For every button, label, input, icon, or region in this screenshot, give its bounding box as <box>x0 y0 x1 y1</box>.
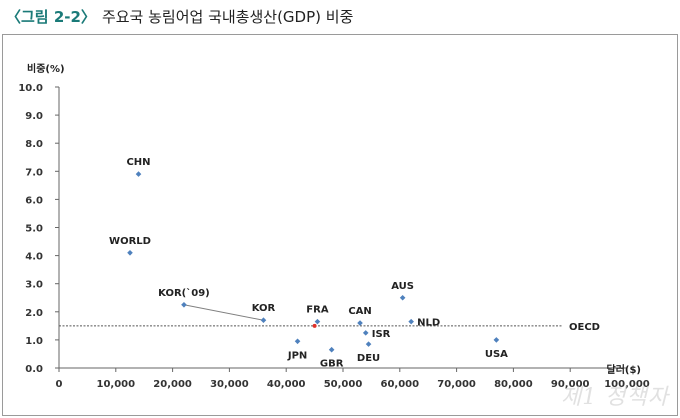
point-label: CHN <box>126 157 150 168</box>
point-label: ISR <box>372 329 391 340</box>
y-axis-title: 비중(%) <box>27 62 65 75</box>
oecd-reference-label: OECD <box>569 322 600 333</box>
x-axis-title: 달러($) <box>607 363 642 376</box>
x-tick-label: 10,000 <box>97 379 136 390</box>
y-tick-label: 3.0 <box>25 280 43 291</box>
point-label: WORLD <box>109 236 151 247</box>
point-label: DEU <box>357 353 380 364</box>
watermark-logo: 제1 정책자 <box>561 385 669 410</box>
y-tick-label: 8.0 <box>25 139 43 150</box>
chart-frame: 0.0 1.0 2.0 3.0 4.0 5.0 6.0 7.0 8.0 9.0 10.0 0 10,00… <box>2 34 678 416</box>
scatter-point <box>314 318 321 325</box>
scatter-point <box>362 330 369 336</box>
scatter-point <box>365 341 372 347</box>
y-tick-label: 2.0 <box>25 308 43 319</box>
scatter-point <box>127 249 133 256</box>
point-label: KOR <box>252 303 276 314</box>
y-tick-label: 1.0 <box>25 336 43 347</box>
point-label: AUS <box>391 281 414 292</box>
figure-title: 〈그림 2-2〉 주요국 농림어업 국내총생산(GDP) 비중 <box>6 4 353 28</box>
y-tick-label: 6.0 <box>25 195 43 206</box>
scatter-point <box>357 320 363 326</box>
point-label: GBR <box>320 359 344 370</box>
x-tick-label: 20,000 <box>153 379 192 390</box>
x-tick-label: 60,000 <box>381 379 420 390</box>
scatter-point <box>260 317 267 324</box>
point-label: FRA <box>306 305 329 316</box>
scatter-point <box>328 346 335 353</box>
x-tick-label: 70,000 <box>437 379 476 390</box>
kor-connector-line <box>183 304 264 321</box>
point-label: CAN <box>348 306 371 317</box>
figure-label: 〈그림 2-2〉 <box>6 7 96 26</box>
x-tick-label: 50,000 <box>324 379 363 390</box>
point-label: KOR(`09) <box>158 287 210 299</box>
x-tick-label: 0 <box>56 379 63 390</box>
x-tick-label: 90,000 <box>551 379 590 390</box>
scatter-point <box>493 337 500 343</box>
x-tick-label: 100,000 <box>604 379 650 390</box>
point-label: NLD <box>417 318 440 329</box>
y-tick-label: 0.0 <box>25 364 43 375</box>
y-tick-label: 5.0 <box>25 224 43 235</box>
figure-title-text: 주요국 농림어업 국내총생산(GDP) 비중 <box>101 7 354 26</box>
x-tick-label: 80,000 <box>494 379 533 390</box>
scatter-chart: 0.0 1.0 2.0 3.0 4.0 5.0 6.0 7.0 8.0 9.0 10.0 0 10,00… <box>18 62 650 390</box>
y-tick-label: 4.0 <box>25 252 43 263</box>
scatter-point <box>399 294 406 301</box>
point-label: JPN <box>287 350 307 361</box>
scatter-point <box>408 318 414 325</box>
point-label: USA <box>485 349 508 360</box>
scatter-point <box>181 301 187 308</box>
x-tick-label: 40,000 <box>267 379 306 390</box>
y-tick-label: 10.0 <box>18 83 43 94</box>
highlight-point <box>312 323 317 328</box>
scatter-point <box>135 171 142 177</box>
y-tick-label: 7.0 <box>25 167 43 178</box>
scatter-point <box>294 338 301 345</box>
y-tick-label: 9.0 <box>25 111 43 122</box>
x-tick-label: 30,000 <box>210 379 249 390</box>
